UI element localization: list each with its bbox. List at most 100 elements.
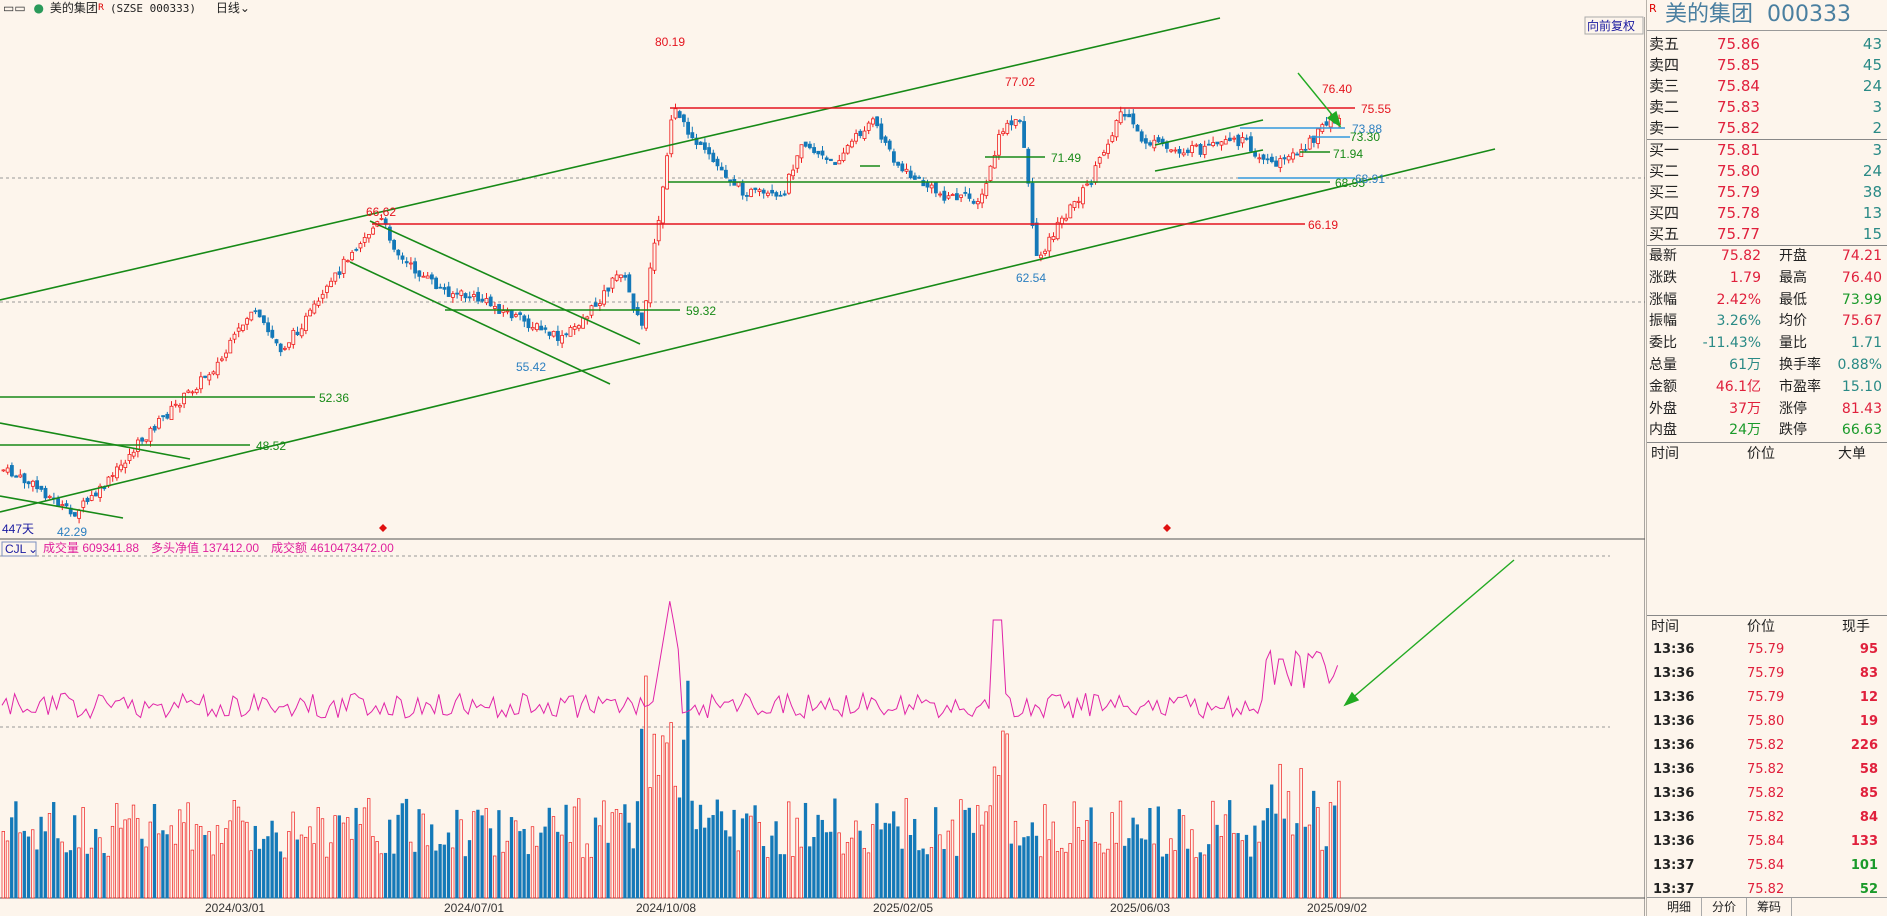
candle-body bbox=[9, 465, 14, 477]
candle-body bbox=[459, 290, 464, 296]
volume-bar bbox=[682, 739, 686, 899]
candle-body bbox=[287, 342, 292, 348]
indicator-header: CJL ⌄ 成交量 609341.88 多头净值 137412.00 成交额 4… bbox=[1, 540, 394, 557]
days-count-label: 447天 bbox=[2, 522, 34, 536]
volume-bar bbox=[152, 804, 157, 899]
volume-bar bbox=[728, 836, 732, 899]
ask-row[interactable]: 卖二 75.83 3 bbox=[1647, 97, 1887, 118]
candle-body bbox=[997, 134, 1001, 156]
volume-bar bbox=[316, 807, 320, 899]
candle-body bbox=[728, 179, 732, 182]
date-tick: 2025/02/05 bbox=[873, 901, 933, 915]
volume-bar bbox=[505, 840, 509, 899]
volume-bar bbox=[992, 766, 997, 899]
volume-bar bbox=[1, 831, 5, 899]
ask-row[interactable]: 卖三 75.84 24 bbox=[1647, 76, 1887, 97]
order-book-asks: 卖五 75.86 43 卖四 75.85 45 卖三 75.84 24 卖二 75.83 3 卖… bbox=[1647, 31, 1887, 139]
volume-bar bbox=[514, 820, 518, 899]
candle-body bbox=[665, 155, 669, 190]
tick-list: 13:36 75.79 95 13:36 75.79 83 13:36 75.79 12 13:3… bbox=[1647, 638, 1887, 902]
volume-bar bbox=[694, 829, 698, 899]
volume-bar bbox=[1047, 839, 1051, 899]
volume-bar bbox=[472, 811, 476, 899]
volume-bar bbox=[417, 809, 421, 899]
arrow-head bbox=[1326, 110, 1342, 128]
volume-bar bbox=[31, 829, 35, 899]
candle-body bbox=[1274, 160, 1278, 167]
candle-body bbox=[240, 324, 245, 331]
candle-body bbox=[224, 352, 229, 358]
tick-row[interactable]: 13:36 75.82 226 bbox=[1647, 734, 1887, 758]
volume-bar bbox=[1261, 820, 1265, 899]
candle-body bbox=[1148, 142, 1152, 146]
volume-bar bbox=[467, 840, 472, 899]
kline-chart[interactable]: 80.19 77.02 76.40 66.62 62.54 55.42 42.2… bbox=[0, 0, 1645, 916]
tick-row[interactable]: 13:36 75.79 83 bbox=[1647, 662, 1887, 686]
ask-row[interactable]: 卖一 75.82 2 bbox=[1647, 118, 1887, 139]
candle-body bbox=[329, 280, 334, 287]
bid-row[interactable]: 买三 75.79 38 bbox=[1647, 182, 1887, 203]
volume-bar bbox=[68, 850, 73, 899]
volume-bar bbox=[400, 803, 404, 899]
candle-body bbox=[1005, 122, 1010, 134]
volume-bar bbox=[778, 854, 782, 899]
tick-row[interactable]: 13:36 75.82 84 bbox=[1647, 806, 1887, 830]
menu-icon[interactable]: ▭▭ bbox=[3, 1, 26, 15]
tab-price[interactable]: 分价 bbox=[1702, 898, 1748, 916]
chevron-down-icon[interactable]: ⌄ bbox=[28, 542, 38, 556]
volume-bar bbox=[1022, 837, 1026, 899]
volume-bar bbox=[1148, 807, 1152, 899]
bid-row[interactable]: 买一 75.81 3 bbox=[1647, 140, 1887, 161]
indicator-selector[interactable] bbox=[1, 541, 37, 557]
forward-adjust-button[interactable]: 向前复权 bbox=[1584, 16, 1644, 35]
bid-volume: 15 bbox=[1862, 225, 1882, 243]
volume-bar bbox=[64, 852, 68, 899]
candle-body bbox=[753, 187, 758, 190]
stock-name[interactable]: 美的集团 bbox=[49, 1, 98, 15]
tick-row[interactable]: 13:36 75.82 85 bbox=[1647, 782, 1887, 806]
volume-bar bbox=[698, 804, 703, 899]
tick-row[interactable]: 13:36 75.79 12 bbox=[1647, 686, 1887, 710]
indicator-volume: 成交量 609341.88 bbox=[43, 540, 139, 555]
candle-body bbox=[1102, 152, 1106, 156]
candle-body bbox=[211, 371, 216, 375]
indicator-name[interactable]: CJL bbox=[5, 542, 27, 556]
bid-row[interactable]: 买四 75.78 13 bbox=[1647, 203, 1887, 224]
candle-body bbox=[1278, 158, 1283, 168]
volume-bar bbox=[232, 800, 236, 899]
volume-bar bbox=[484, 808, 488, 899]
candle-body bbox=[236, 327, 241, 332]
volume-bar bbox=[396, 814, 400, 899]
tick-row[interactable]: 13:37 75.82 52 bbox=[1647, 878, 1887, 902]
candle-body bbox=[635, 307, 640, 316]
tab-detail[interactable]: 明细 bbox=[1657, 898, 1703, 916]
ask-row[interactable]: 卖四 75.85 45 bbox=[1647, 55, 1887, 76]
volume-bar bbox=[551, 816, 556, 899]
volume-bar bbox=[404, 798, 409, 899]
volume-bar bbox=[463, 856, 467, 899]
tick-row[interactable]: 13:37 75.84 101 bbox=[1647, 854, 1887, 878]
candle-body bbox=[543, 327, 548, 330]
candle-body bbox=[581, 317, 585, 329]
tick-row[interactable]: 13:36 75.84 133 bbox=[1647, 830, 1887, 854]
candle-body bbox=[467, 296, 472, 299]
bid-row[interactable]: 买五 75.77 15 bbox=[1647, 224, 1887, 245]
volume-bar bbox=[1337, 780, 1341, 899]
volume-bar bbox=[1060, 847, 1064, 899]
tick-row[interactable]: 13:36 75.79 95 bbox=[1647, 638, 1887, 662]
volume-bar bbox=[1286, 791, 1291, 899]
tick-row[interactable]: 13:36 75.80 19 bbox=[1647, 710, 1887, 734]
tick-row[interactable]: 13:36 75.82 58 bbox=[1647, 758, 1887, 782]
ask-row[interactable]: 卖五 75.86 43 bbox=[1647, 34, 1887, 55]
period-selector[interactable]: 日线⌄ bbox=[216, 0, 250, 17]
candle-body bbox=[568, 326, 573, 337]
tab-chips[interactable]: 筹码 bbox=[1747, 898, 1793, 916]
volume-bar bbox=[85, 853, 89, 899]
volume-bar bbox=[795, 817, 799, 899]
candle-body bbox=[1223, 139, 1228, 145]
candle-body bbox=[1106, 143, 1110, 154]
candle-body bbox=[854, 133, 858, 142]
volume-bar bbox=[543, 826, 547, 899]
stat-value: 0.88% bbox=[1837, 356, 1882, 373]
bid-row[interactable]: 买二 75.80 24 bbox=[1647, 161, 1887, 182]
